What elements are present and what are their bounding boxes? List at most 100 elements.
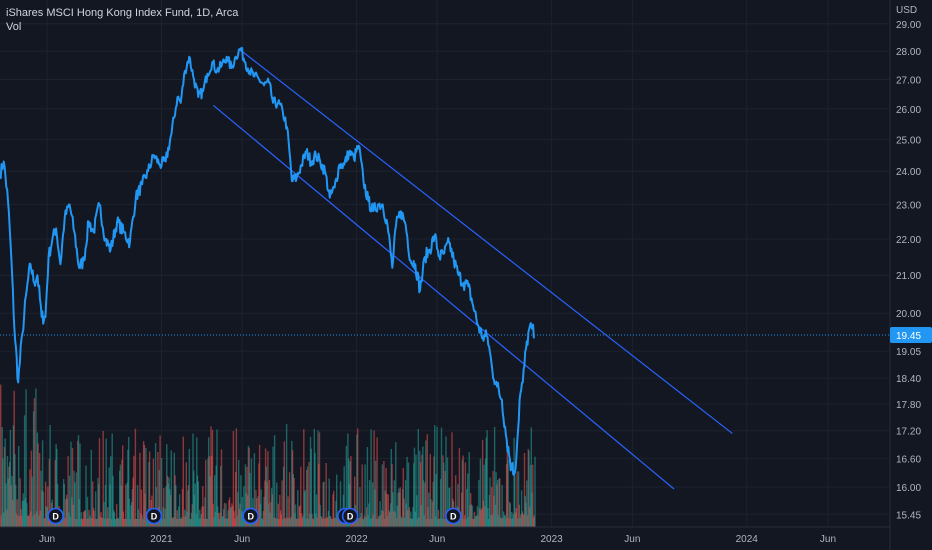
volume-bar (162, 507, 164, 527)
price-axis-tick-label: 21.00 (896, 271, 921, 282)
volume-bar (107, 507, 109, 527)
volume-bar (218, 519, 220, 527)
volume-bar (65, 499, 67, 527)
volume-bar (447, 518, 449, 527)
volume-bar (122, 445, 124, 527)
volume-bar (276, 519, 279, 527)
volume-bar (517, 471, 520, 527)
volume-bar (103, 502, 105, 527)
volume-bar (457, 484, 459, 527)
volume-bar (160, 518, 162, 527)
volume-bar (60, 518, 62, 527)
volume-bar (323, 481, 325, 527)
volume-bar (168, 477, 170, 527)
volume-bar (225, 503, 227, 527)
volume-bar (466, 488, 468, 527)
volume-bar (518, 504, 520, 527)
volume-bar (229, 508, 232, 527)
price-axis[interactable]: 15.45 16.00 16.60 17.20 17.80 18.40 19.05 20.00… (896, 20, 921, 521)
volume-bar (247, 445, 250, 527)
volume-bar (244, 464, 247, 527)
volume-bar (499, 517, 502, 527)
volume-bar (429, 454, 431, 527)
volume-bar (6, 456, 9, 527)
time-axis-tick-label: Jun (624, 534, 640, 545)
volume-bar (95, 491, 97, 527)
volume-bar (102, 431, 104, 527)
volume-bar (360, 513, 363, 527)
volume-bar (235, 428, 238, 527)
time-axis[interactable]: Jun 2021 Jun 2022 Jun 2023 Jun 2024 Jun (39, 534, 836, 545)
volume-bar (478, 508, 481, 527)
volume-bar (380, 510, 383, 527)
dividend-markers[interactable]: DDDDDD (47, 507, 462, 525)
volume-bar (119, 464, 122, 527)
volume-bar (440, 479, 442, 527)
volume-bar (336, 474, 338, 527)
volume-bar (354, 476, 356, 527)
volume-bar (437, 519, 439, 527)
volume-bar (284, 517, 286, 527)
volume-bar (172, 518, 174, 527)
dividend-marker-label: D (52, 512, 59, 522)
volume-bar (47, 486, 49, 527)
volume-bar (276, 482, 278, 527)
volume-bar (309, 436, 312, 527)
time-axis-tick-label: Jun (234, 534, 250, 545)
volume-bar (228, 500, 230, 527)
volume-bar (534, 456, 536, 527)
volume-bar (124, 519, 126, 527)
volume-bar (291, 450, 294, 527)
volume-bar (54, 460, 56, 527)
volume-bar (357, 428, 359, 527)
volume-label[interactable]: Vol (6, 21, 22, 33)
volume-bar (498, 478, 500, 527)
volume-bar (0, 515, 3, 527)
price-axis-tick-label: 22.00 (896, 235, 921, 246)
volume-bar (290, 516, 292, 527)
volume-bar (112, 476, 114, 527)
price-axis-tick-label: 16.60 (896, 454, 921, 465)
volume-bar (175, 519, 178, 527)
volume-bar (528, 450, 530, 527)
volume-bar (348, 484, 351, 527)
volume-bar (266, 482, 268, 527)
volume-bar (500, 518, 502, 527)
volume-bar (299, 505, 301, 527)
volume-bar (418, 517, 420, 527)
volume-bar (282, 519, 284, 527)
volume-bar (415, 454, 417, 527)
volume-bar (422, 480, 425, 527)
volume-bar (241, 497, 244, 527)
dividend-marker (145, 507, 163, 525)
symbol-title[interactable]: iShares MSCI Hong Kong Index Fund, 1D, A… (6, 7, 239, 19)
volume-bar (122, 511, 125, 527)
volume-bar (211, 455, 213, 527)
volume-bar (331, 519, 333, 527)
volume-bar (520, 490, 523, 527)
volume-bar (297, 518, 300, 527)
volume-bar (127, 449, 129, 527)
volume-bar (217, 506, 219, 527)
volume-bar (23, 415, 26, 527)
price-line (0, 46, 536, 476)
volume-bar (435, 474, 437, 527)
volume-bar (300, 466, 302, 527)
volume-bar (484, 458, 487, 527)
volume-bar (413, 447, 416, 527)
volume-bar (111, 433, 113, 527)
volume-bar (66, 498, 68, 527)
volume-bar (179, 519, 181, 527)
volume-bar (507, 459, 509, 527)
volume-bar (75, 472, 77, 527)
volume-bar (446, 519, 448, 527)
volume-bar (198, 518, 200, 527)
volume-bar (136, 485, 139, 527)
volume-bar (223, 509, 225, 527)
volume-bar (475, 515, 478, 527)
volume-bar (296, 519, 298, 527)
volume-bar (282, 466, 285, 527)
volume-bar (238, 459, 240, 527)
volume-bar (389, 503, 392, 527)
